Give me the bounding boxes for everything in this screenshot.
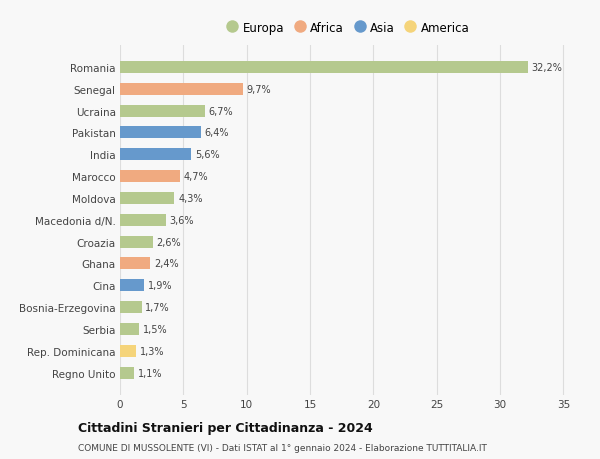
Bar [120,258,151,270]
Text: 3,6%: 3,6% [169,215,194,225]
Text: 32,2%: 32,2% [532,63,563,73]
Text: 1,1%: 1,1% [138,368,162,378]
Text: 1,3%: 1,3% [140,346,165,356]
Bar [120,367,134,379]
Text: 1,5%: 1,5% [143,325,167,334]
Bar [120,106,205,118]
Bar [120,236,153,248]
Text: 9,7%: 9,7% [247,84,271,95]
Text: Cittadini Stranieri per Cittadinanza - 2024: Cittadini Stranieri per Cittadinanza - 2… [78,421,373,434]
Bar [120,171,179,183]
Bar [120,127,201,139]
Text: 1,9%: 1,9% [148,281,172,291]
Bar [120,280,144,292]
Legend: Europa, Africa, Asia, America: Europa, Africa, Asia, America [221,17,475,39]
Text: 6,7%: 6,7% [209,106,233,116]
Bar [120,302,142,313]
Bar [120,214,166,226]
Text: 2,4%: 2,4% [154,259,179,269]
Text: COMUNE DI MUSSOLENTE (VI) - Dati ISTAT al 1° gennaio 2024 - Elaborazione TUTTITA: COMUNE DI MUSSOLENTE (VI) - Dati ISTAT a… [78,443,487,452]
Text: 4,7%: 4,7% [184,172,208,182]
Bar [120,62,528,74]
Text: 4,3%: 4,3% [178,194,203,203]
Text: 1,7%: 1,7% [145,302,170,313]
Bar [120,149,191,161]
Bar [120,345,136,357]
Bar [120,84,243,95]
Text: 2,6%: 2,6% [157,237,181,247]
Text: 6,4%: 6,4% [205,128,229,138]
Bar [120,192,175,205]
Text: 5,6%: 5,6% [195,150,220,160]
Bar [120,323,139,335]
